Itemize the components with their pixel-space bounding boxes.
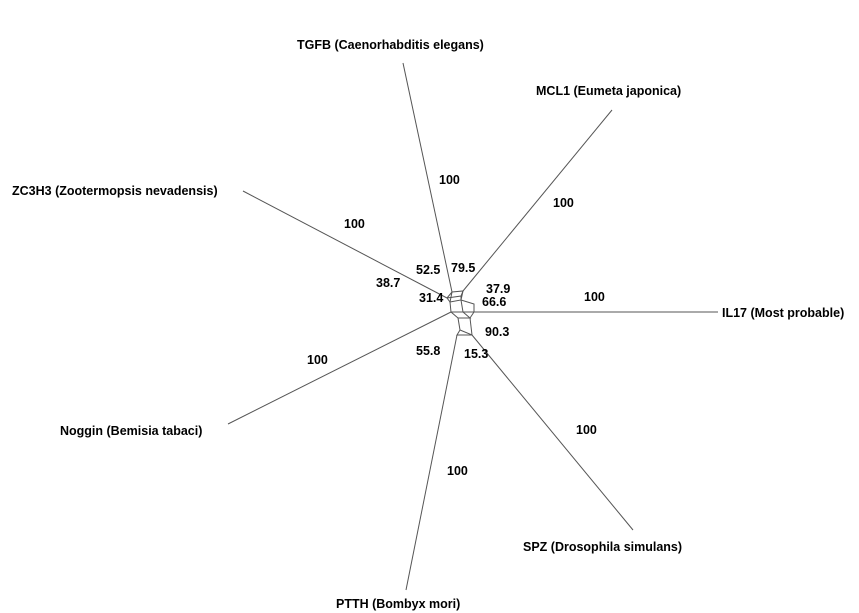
taxon-label-zc3h3: ZC3H3 (Zootermopsis nevadensis) xyxy=(12,184,218,198)
taxon-label-il17: IL17 (Most probable) xyxy=(722,306,844,320)
split-support-55-8: 55.8 xyxy=(416,344,440,358)
branch-support-zc3h3: 100 xyxy=(344,217,365,231)
split-support-38-7: 38.7 xyxy=(376,276,400,290)
split-support-31-4: 31.4 xyxy=(419,291,443,305)
edge-spz xyxy=(471,334,634,531)
branch-support-ptth: 100 xyxy=(447,464,468,478)
edge-ptth xyxy=(405,334,458,591)
split-support-52-5: 52.5 xyxy=(416,263,440,277)
taxon-label-mcl1: MCL1 (Eumeta japonica) xyxy=(536,84,681,98)
edge-zc3h3 xyxy=(242,190,448,299)
branch-support-spz: 100 xyxy=(576,423,597,437)
edge-tgfb xyxy=(402,62,453,293)
center-splits-web xyxy=(446,290,475,336)
edge-noggin xyxy=(227,311,452,425)
edge-mcl1 xyxy=(462,109,613,292)
split-support-79-5: 79.5 xyxy=(451,261,475,275)
split-support-90-3: 90.3 xyxy=(485,325,509,339)
branch-support-noggin: 100 xyxy=(307,353,328,367)
split-support-66-6: 66.6 xyxy=(482,295,506,309)
branch-support-mcl1: 100 xyxy=(553,196,574,210)
branch-support-tgfb: 100 xyxy=(439,173,460,187)
taxon-label-noggin: Noggin (Bemisia tabaci) xyxy=(60,424,202,438)
split-support-15-3: 15.3 xyxy=(464,347,488,361)
taxon-label-tgfb: TGFB (Caenorhabditis elegans) xyxy=(297,38,484,52)
taxon-label-ptth: PTTH (Bombyx mori) xyxy=(336,597,460,611)
taxon-label-spz: SPZ (Drosophila simulans) xyxy=(523,540,682,554)
split-support-37-9: 37.9 xyxy=(486,282,510,296)
branch-support-il17: 100 xyxy=(584,290,605,304)
